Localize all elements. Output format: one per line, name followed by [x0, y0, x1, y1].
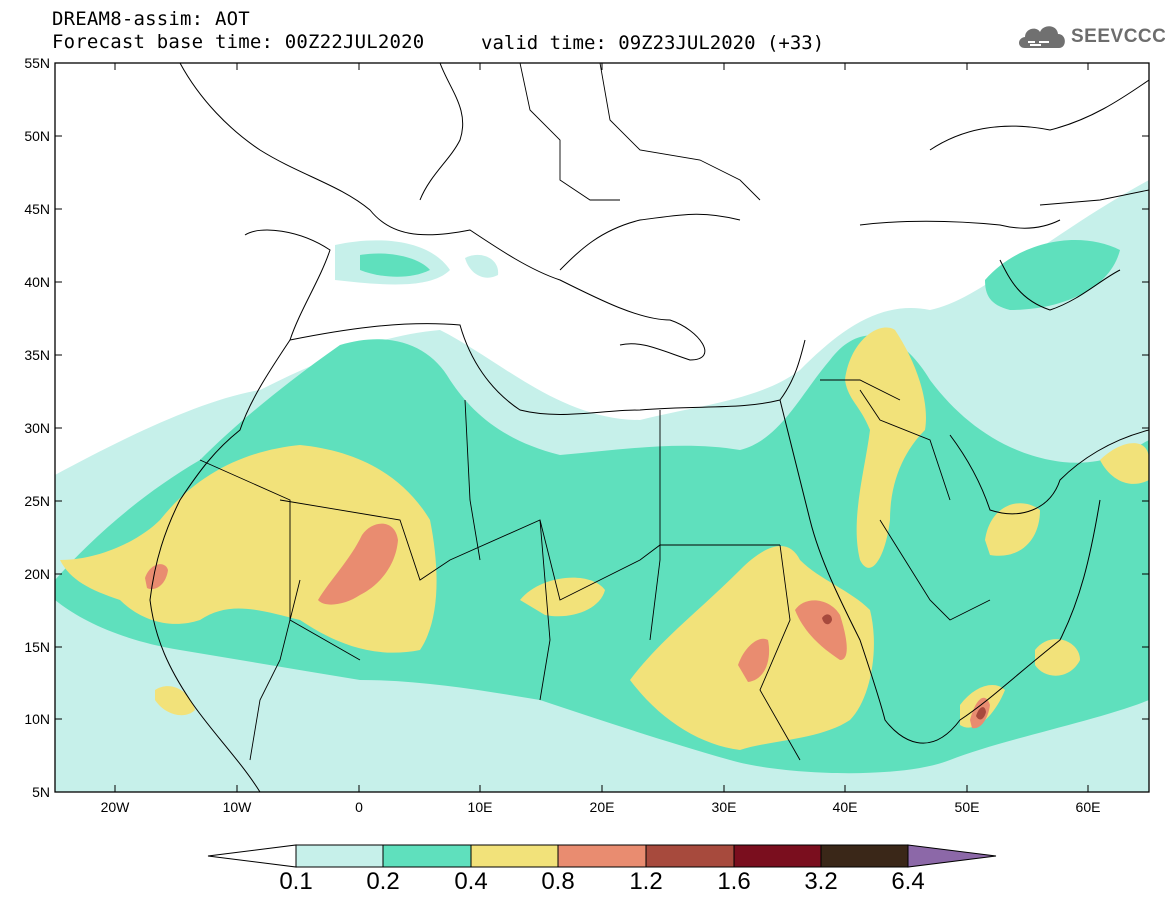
- lat-label-25n: 25N: [24, 493, 50, 509]
- lat-label-35n: 35N: [24, 347, 50, 363]
- title-line-1: DREAM8-assim: AOT: [52, 8, 250, 30]
- lon-label-20w: 20W: [100, 799, 130, 815]
- seevccc-logo: SEEVCCC: [1015, 18, 1165, 54]
- logo-text: SEEVCCC: [1071, 26, 1165, 47]
- lat-label-30n: 30N: [24, 420, 50, 436]
- colorbar-label-0.2: 0.2: [366, 868, 400, 895]
- coastlines: [149, 63, 1149, 792]
- title-line-2: Forecast base time: 00Z22JUL2020: [52, 31, 425, 53]
- lon-label-10w: 10W: [222, 799, 252, 815]
- colorbar-label-3.2: 3.2: [804, 868, 838, 895]
- colorbar-label-0.8: 0.8: [541, 868, 575, 895]
- lon-label-20e: 20E: [589, 799, 615, 815]
- lat-label-45n: 45N: [24, 201, 50, 217]
- lat-label-50n: 50N: [24, 128, 50, 144]
- colorbar-label-1.6: 1.6: [717, 868, 751, 895]
- lat-label-5n: 5N: [32, 784, 50, 800]
- lon-ticks: [114, 63, 1089, 792]
- valid-time: valid time: 09Z23JUL2020 (+33): [481, 32, 825, 54]
- lat-ticks: [55, 62, 1149, 720]
- cloud-icon: [1019, 26, 1065, 48]
- colorbar-label-0.4: 0.4: [454, 868, 488, 895]
- lat-label-55n: 55N: [24, 55, 50, 71]
- colorbar-label-1.2: 1.2: [629, 868, 663, 895]
- colorbar-label-6.4: 6.4: [891, 868, 925, 895]
- lon-label-40e: 40E: [832, 799, 858, 815]
- lon-label-60e: 60E: [1075, 799, 1101, 815]
- lon-label-30e: 30E: [711, 799, 737, 815]
- lon-label-10e: 10E: [467, 799, 493, 815]
- borders: [199, 63, 1149, 761]
- lon-label-50e: 50E: [954, 799, 980, 815]
- aot-band-1.2-1.6: [822, 614, 986, 720]
- lat-label-20n: 20N: [24, 566, 50, 582]
- colorbar-label-0.1: 0.1: [279, 868, 313, 895]
- lat-label-40n: 40N: [24, 274, 50, 290]
- lat-label-15n: 15N: [24, 639, 50, 655]
- lon-label-0: 0: [355, 799, 363, 815]
- lat-label-10n: 10N: [24, 711, 50, 727]
- aot-band-0.8-1.2: [145, 523, 990, 729]
